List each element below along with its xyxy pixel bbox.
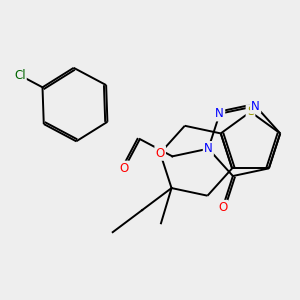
Text: O: O xyxy=(218,201,227,214)
Text: Cl: Cl xyxy=(14,69,26,82)
Text: O: O xyxy=(120,162,129,175)
Text: N: N xyxy=(204,142,213,155)
Text: N: N xyxy=(251,100,260,112)
Text: N: N xyxy=(215,107,224,120)
Text: O: O xyxy=(156,147,165,160)
Text: S: S xyxy=(247,105,254,118)
